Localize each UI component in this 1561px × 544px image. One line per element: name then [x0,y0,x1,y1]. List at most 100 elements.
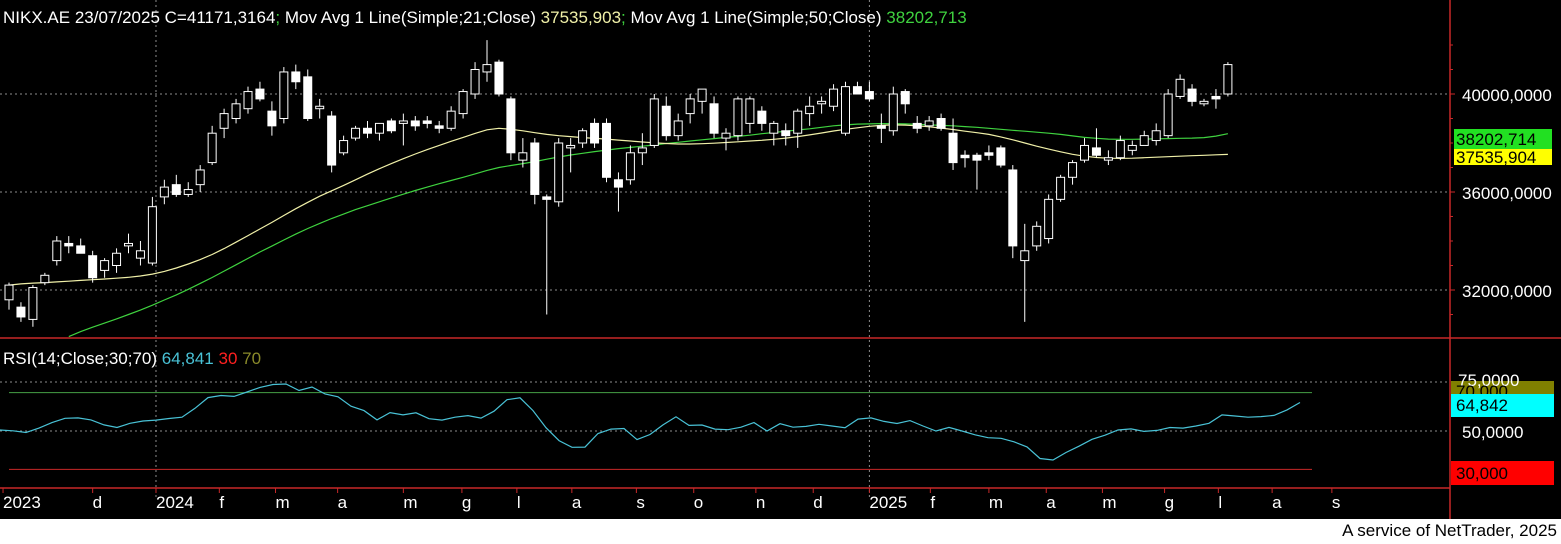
candle [1187,84,1197,107]
candle-body-down [972,154,982,161]
time-tick-label: a [1272,493,1282,512]
candle [398,113,408,146]
rsi-panel [0,383,1301,461]
rsi-low-badge: 30,000 [1451,461,1554,485]
candle [1199,98,1209,107]
candle [530,138,540,205]
time-tick-label: m [403,493,417,512]
candle [1139,130,1149,146]
candle [147,196,157,266]
candle [4,282,14,310]
candle [446,106,456,131]
candle-body-up [1103,157,1113,161]
candle [458,89,468,119]
candle-body-up [135,250,145,259]
candle-body-down [936,118,946,129]
candle-body-up [1139,135,1149,146]
candle [936,113,946,131]
candle [183,182,193,197]
candle-body-up [888,93,898,132]
candle [1103,150,1113,166]
candle [1008,165,1018,259]
candle-body-up [829,88,839,107]
candle [52,236,62,266]
time-tick-label: g [1165,493,1174,512]
candle [852,81,862,95]
candle-body-up [482,64,492,73]
candle-body-down [327,115,337,166]
moving-averages [8,122,1229,338]
rsi-partial-tick: 75,0000 [1458,371,1519,390]
x-axis-labels: 2023 d 2024 f m a m g l a s o n d 2025 f m a m g l a s [3,493,1340,512]
candle-body-up [1020,250,1030,262]
candle [1068,160,1078,185]
price-tick-label: 32000,0000 [1462,282,1552,301]
candle-body-up [769,122,779,134]
candle [721,128,731,151]
candle-body-up [1115,140,1125,159]
candle-body-up [159,186,169,198]
candle [1223,62,1233,97]
candle [410,116,420,131]
ma50-series-line [68,122,1229,338]
candlestick-series [4,40,1233,327]
candle [28,285,38,327]
candle [386,118,396,134]
candle-body-up [805,105,815,115]
rsi-value-badge-text: 64,842 [1456,396,1508,415]
candle-body-up [554,142,564,203]
candle-body-down [494,61,504,95]
candle-body-up [745,98,755,124]
axes [0,0,1561,519]
candle-body-up [279,71,289,119]
candle [422,116,432,129]
candle [494,59,504,97]
header-ma50-value: 38202,713 [886,8,966,27]
candle [100,258,110,278]
candle-body-up [625,152,635,181]
candle-body-up [147,206,157,264]
candle-body-up [1199,100,1209,105]
candle-body-down [64,242,74,247]
candle-body-down [1211,95,1221,100]
candle-body-up [637,147,647,154]
candle [960,150,970,168]
candle-body-down [303,76,313,119]
candle [602,118,611,183]
header-symbol: NIKX.AE [3,8,70,27]
candle [1175,74,1185,99]
candle-body-down [960,154,970,159]
candle [972,152,982,190]
candle-body-up [721,132,731,139]
candle-body-up [817,100,827,105]
ma21-badge-text: 37535,904 [1456,148,1536,167]
candle-body-down [590,122,600,144]
rsi-header-value: 64,841 [162,349,214,368]
candle-body-up [315,105,325,110]
ma50-badge-text: 38202,714 [1456,130,1536,149]
candle-body-up [1032,225,1042,247]
candle [829,84,839,112]
footer-band [0,519,1561,544]
rsi-low-badge-text: 30,000 [1456,464,1508,483]
time-tick-label: o [694,493,703,512]
candle [64,236,74,254]
candle [1163,89,1173,139]
candle-body-up [578,130,588,144]
candle-body-down [1008,169,1018,247]
candle [948,118,958,170]
candle [697,88,707,114]
rsi-value-badge: 64,842 [1451,394,1554,417]
rsi-header-low: 30 [219,349,238,368]
price-tick-label: 36000,0000 [1462,184,1552,203]
candle-body-up [685,98,695,115]
candle [661,96,671,141]
candle [649,94,659,148]
candle-body-up [1068,162,1078,178]
time-tick-label: d [813,493,822,512]
candle-body-up [1056,176,1066,200]
candle [637,133,647,166]
candle [709,96,719,139]
candle-body-up [458,91,468,115]
candle-body-up [924,120,934,127]
